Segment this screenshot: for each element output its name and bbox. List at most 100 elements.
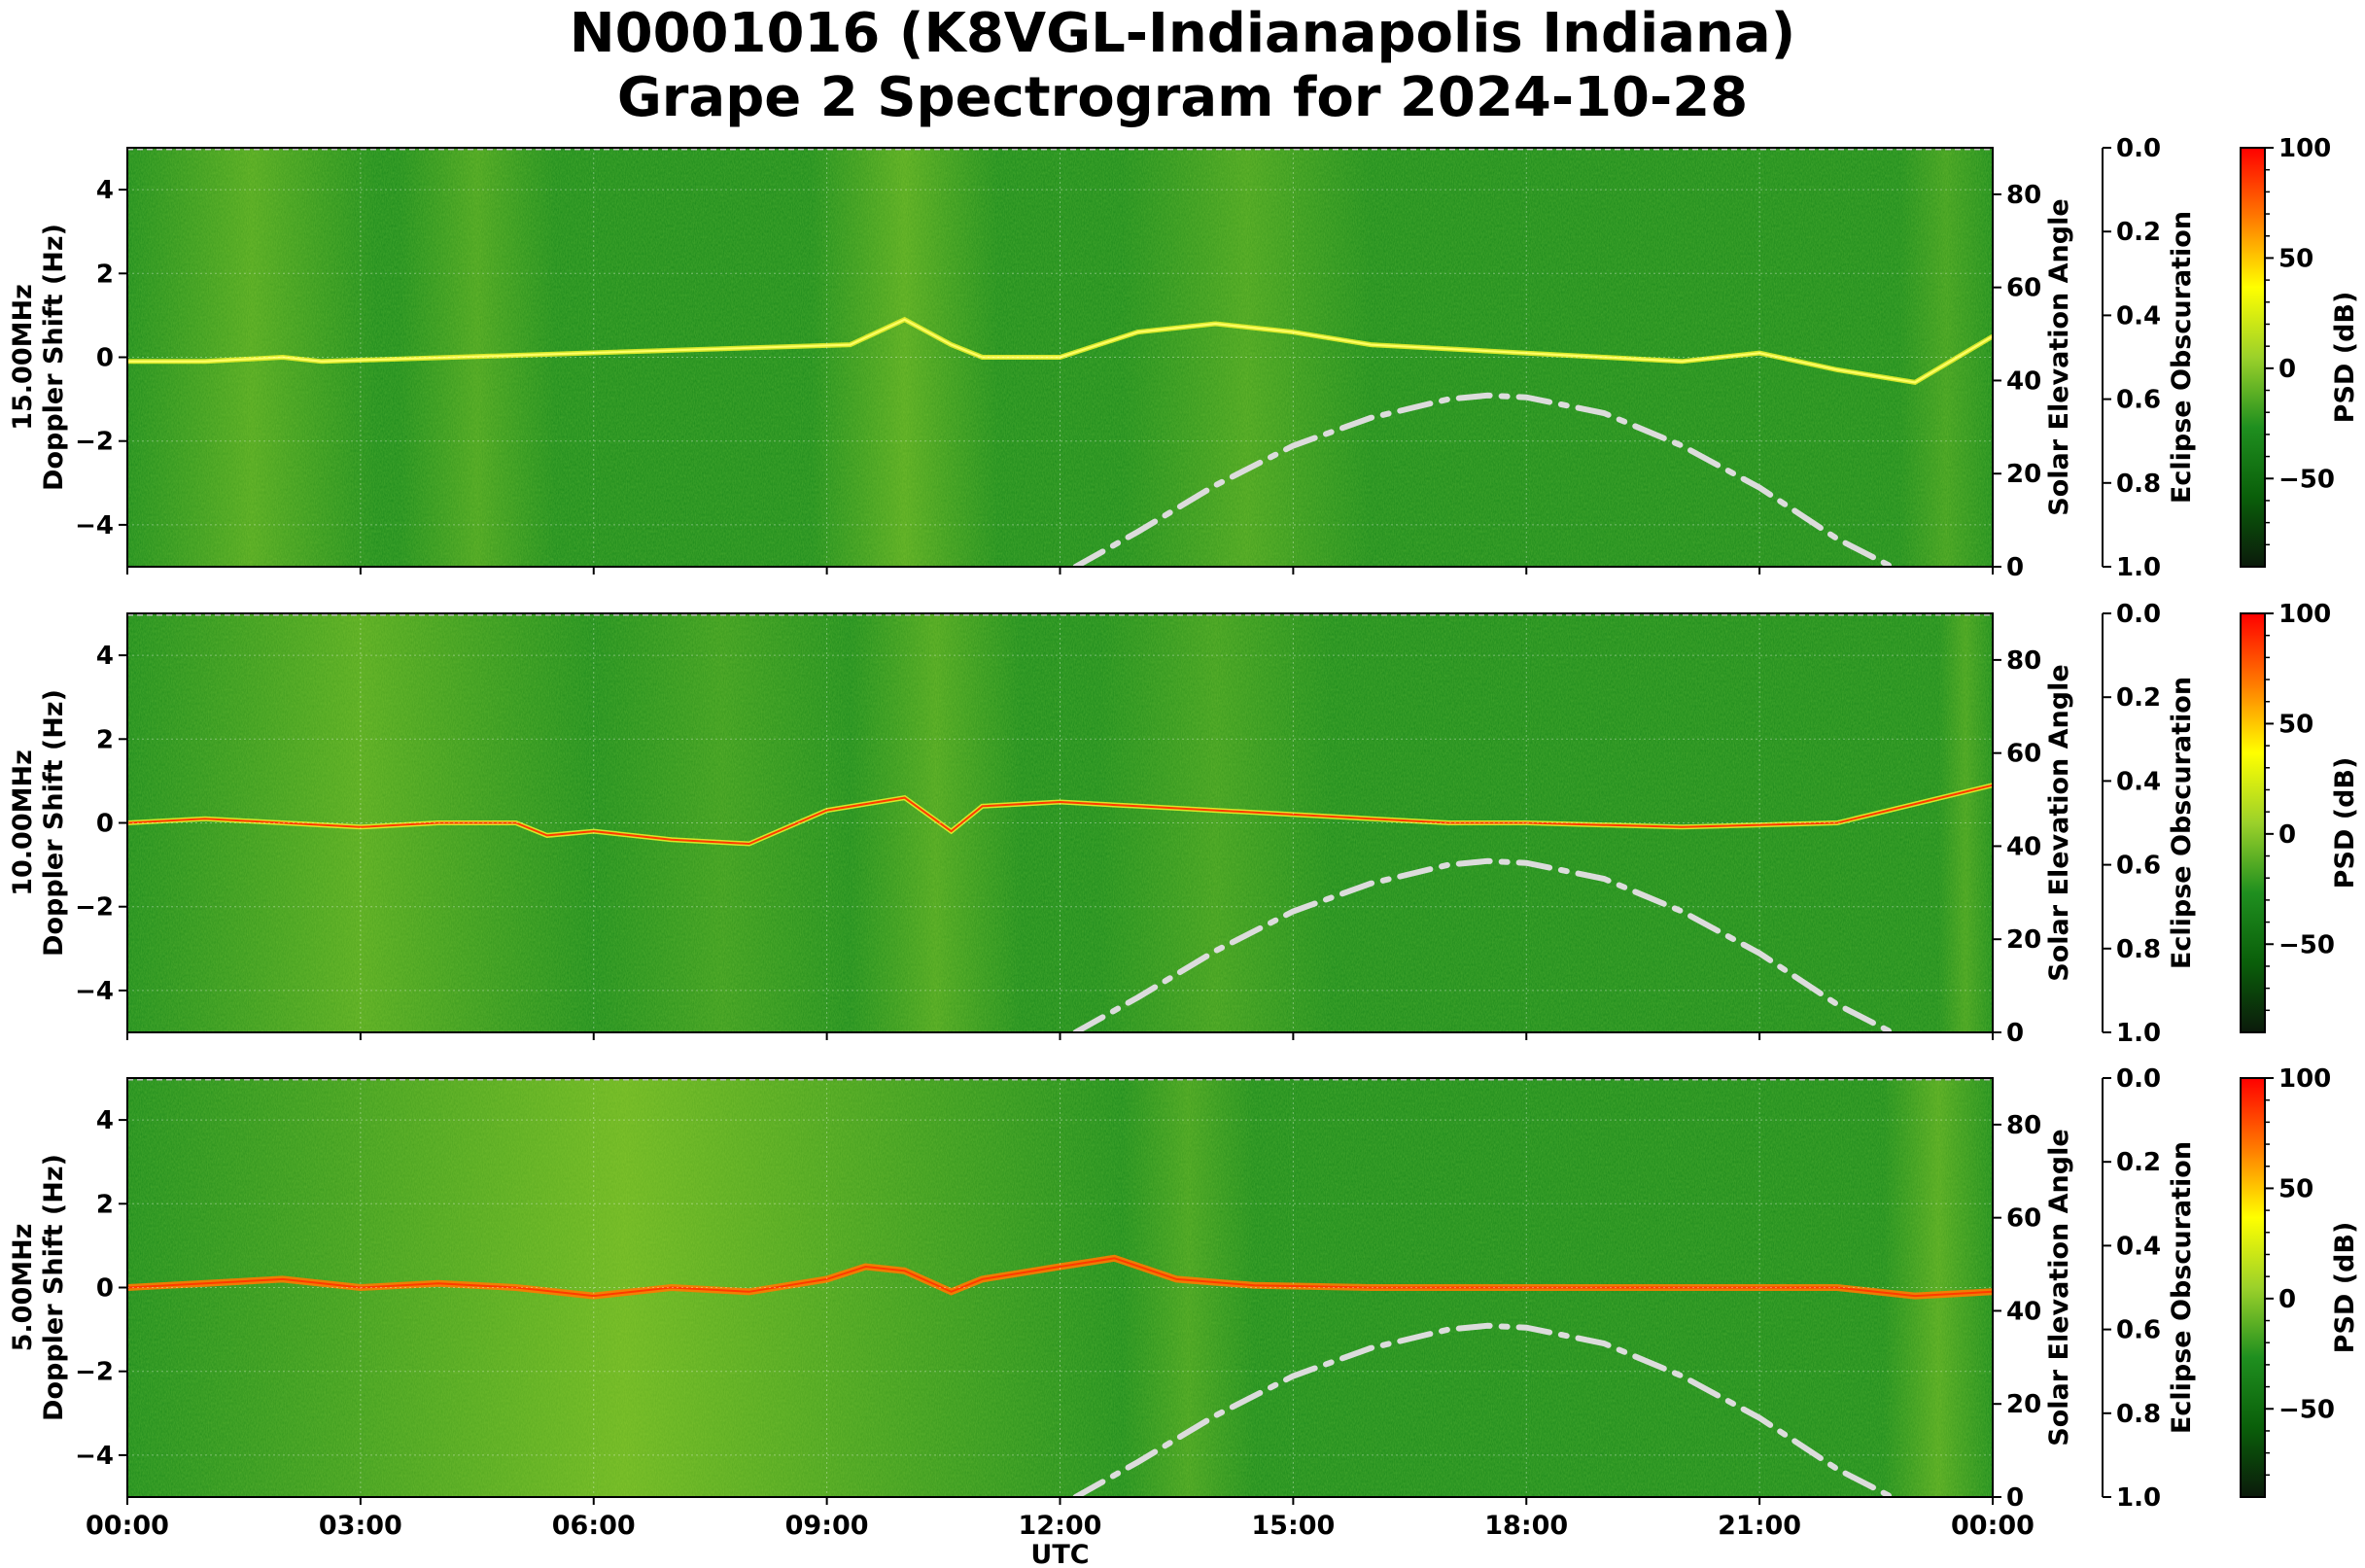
right-tick-label: 60 (2006, 274, 2041, 303)
y-tick-label: −2 (75, 1358, 114, 1387)
eclipse-tick-label: 1.0 (2116, 1483, 2161, 1513)
y-axis-label: Doppler Shift (Hz) (39, 689, 69, 957)
colorbar-tick-label: 50 (2278, 244, 2313, 273)
right-tick-label: 60 (2006, 740, 2041, 769)
yellow-haze-1 (1122, 1078, 1255, 1497)
yellow-haze-2 (811, 148, 998, 567)
spectrogram-image (127, 613, 1993, 1032)
right-tick-label: 40 (2006, 1297, 2041, 1326)
yellow-haze-3 (1122, 148, 1372, 567)
eclipse-tick-label: 0.6 (2116, 386, 2161, 415)
eclipse-tick-label: 0.2 (2116, 1148, 2161, 1177)
y-axis-label: Doppler Shift (Hz) (39, 224, 69, 491)
colorbar-tick-label: 0 (2278, 820, 2296, 850)
eclipse-tick-label: 0.6 (2116, 1316, 2161, 1345)
spectrogram-panels: 420−2−415.00MHz Doppler Shift (Hz)8060402… (8, 134, 2360, 1513)
x-tick-label: 12:00 (1019, 1511, 1102, 1541)
y-tick-label: 4 (96, 176, 114, 205)
right-tick-label: 40 (2006, 366, 2041, 396)
eclipse-tick-label: 0.8 (2116, 935, 2161, 964)
right-tick-label: 60 (2006, 1204, 2041, 1234)
right-tick-label: 0 (2006, 553, 2024, 582)
spectrogram-image (127, 1078, 1993, 1497)
solar-elevation-label: Solar Elevation Angle (2044, 664, 2074, 981)
solar-elevation-curve (1072, 857, 1895, 1032)
y-tick-label: 0 (96, 1274, 114, 1304)
x-tick-label: 00:00 (1951, 1511, 2035, 1541)
yellow-haze-4 (1938, 613, 1993, 1032)
eclipse-tick-label: 1.0 (2116, 553, 2161, 582)
eclipse-tick-label: 0.0 (2116, 600, 2161, 629)
colorbar-tick-label: 50 (2278, 1174, 2313, 1203)
x-tick-label: 03:00 (319, 1511, 402, 1541)
y-tick-label: −4 (75, 977, 114, 1006)
solar-elevation-curve (1072, 392, 1895, 567)
right-tick-label: 0 (2006, 1019, 2024, 1048)
colorbar-tick-label: 0 (2278, 1285, 2296, 1314)
yellow-haze-3 (1098, 613, 1333, 1032)
colorbar-tick-label: 100 (2278, 134, 2331, 163)
solar-elevation-label: Solar Elevation Angle (2044, 1129, 2074, 1446)
colorbar-tick-label: −50 (2278, 1395, 2335, 1424)
eclipse-tick-label: 0.0 (2116, 134, 2161, 163)
colorbar-tick-label: 50 (2278, 710, 2313, 739)
solar-elevation-curve (1072, 1322, 1895, 1497)
carrier-trace-core (127, 318, 1993, 384)
y-tick-label: −4 (75, 1442, 114, 1471)
eclipse-obscuration-label: Eclipse Obscuration (2167, 211, 2197, 504)
right-tick-label: 40 (2006, 832, 2041, 861)
yellow-haze-4 (1899, 148, 1993, 567)
y-axis-label-frequency: 15.00MHz (8, 284, 38, 431)
colorbar-tick-label: 100 (2278, 1064, 2331, 1094)
x-axis-label: UTC (1030, 1540, 1089, 1568)
colorbar-label: PSD (dB) (2330, 757, 2360, 889)
y-tick-label: −2 (75, 893, 114, 923)
x-tick-label: 09:00 (785, 1511, 869, 1541)
y-axis-label: Doppler Shift (Hz) (39, 1154, 69, 1421)
y-tick-label: 2 (96, 725, 114, 754)
colorbar-tick-label: 100 (2278, 600, 2331, 629)
colorbar (2240, 147, 2266, 568)
eclipse-tick-label: 0.2 (2116, 683, 2161, 713)
y-tick-label: 0 (96, 810, 114, 839)
y-tick-label: 4 (96, 642, 114, 671)
colorbar-tick-label: 0 (2278, 355, 2296, 384)
x-tick-label: 06:00 (552, 1511, 636, 1541)
carrier-trace-core (127, 1257, 1993, 1298)
colorbar (2240, 612, 2266, 1033)
eclipse-obscuration-label: Eclipse Obscuration (2167, 1141, 2197, 1434)
right-tick-label: 20 (2006, 1390, 2041, 1419)
y-tick-label: 4 (96, 1106, 114, 1135)
title-line-1: N0001016 (K8VGL-Indianapolis Indiana) (569, 2, 1796, 65)
y-axis-label-frequency: 5.00MHz (8, 1224, 38, 1352)
right-tick-label: 20 (2006, 460, 2041, 489)
yellow-haze-1 (593, 613, 851, 1032)
y-tick-label: 2 (96, 1190, 114, 1219)
eclipse-tick-label: 0.0 (2116, 1064, 2161, 1094)
eclipse-tick-label: 0.8 (2116, 1400, 2161, 1429)
solar-elevation-label: Solar Elevation Angle (2044, 198, 2074, 515)
right-tick-label: 80 (2006, 1111, 2041, 1140)
eclipse-tick-label: 0.8 (2116, 470, 2161, 499)
colorbar-tick-label: −50 (2278, 930, 2335, 959)
y-tick-label: 0 (96, 344, 114, 373)
eclipse-tick-label: 1.0 (2116, 1019, 2161, 1048)
colorbar-label: PSD (dB) (2330, 292, 2360, 424)
y-axis-label-frequency: 10.00MHz (8, 749, 38, 896)
yellow-haze-2 (1884, 1078, 1993, 1497)
eclipse-tick-label: 0.4 (2116, 767, 2161, 796)
right-tick-label: 80 (2006, 181, 2041, 210)
right-tick-label: 0 (2006, 1483, 2024, 1513)
eclipse-obscuration-label: Eclipse Obscuration (2167, 677, 2197, 969)
carrier-trace-core (127, 784, 1993, 846)
panel-5-00mhz: 420−2−45.00MHz Doppler Shift (Hz)80604020… (8, 1064, 2360, 1513)
right-tick-label: 80 (2006, 646, 2041, 676)
x-tick-label: 21:00 (1718, 1511, 1801, 1541)
eclipse-tick-label: 0.4 (2116, 301, 2161, 331)
panel-15-00mhz: 420−2−415.00MHz Doppler Shift (Hz)8060402… (8, 134, 2360, 582)
x-tick-label: 00:00 (86, 1511, 169, 1541)
x-tick-label: 15:00 (1251, 1511, 1335, 1541)
right-tick-label: 20 (2006, 925, 2041, 955)
eclipse-tick-label: 0.2 (2116, 218, 2161, 247)
